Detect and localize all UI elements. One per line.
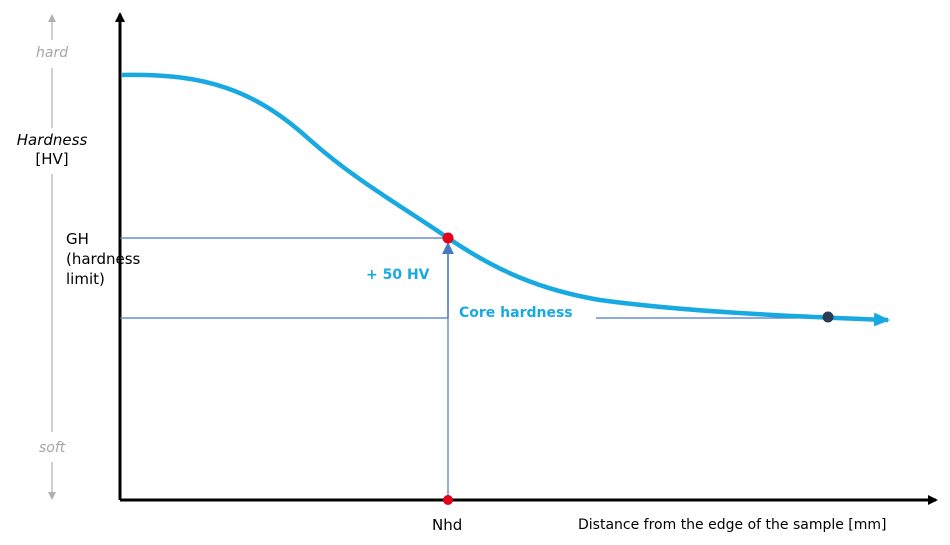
nhd-axis-marker <box>443 495 453 505</box>
y-axis-title-line2: [HV] <box>35 150 69 168</box>
hard-label: hard <box>36 45 69 61</box>
hardness-curve <box>121 72 890 327</box>
x-axis-title: Distance from the edge of the sample [mm… <box>578 517 887 533</box>
gh-intersection-marker <box>442 232 454 244</box>
y-axis-title-line1: Hardness <box>16 131 88 149</box>
gh-label-line1: GH <box>66 230 89 248</box>
nhd-label: Nhd <box>432 516 463 534</box>
gh-label: GH (hardness limit) <box>66 229 140 289</box>
soft-label: soft <box>39 440 66 456</box>
core-hardness-label: Core hardness <box>459 305 573 321</box>
core-hardness-marker <box>822 311 834 323</box>
y-axis-title: Hardness [HV] <box>14 131 90 169</box>
gh-label-line2: (hardness <box>66 250 141 268</box>
plus-50-hv-label: + 50 HV <box>366 267 430 283</box>
gh-label-line3: limit) <box>66 270 105 288</box>
